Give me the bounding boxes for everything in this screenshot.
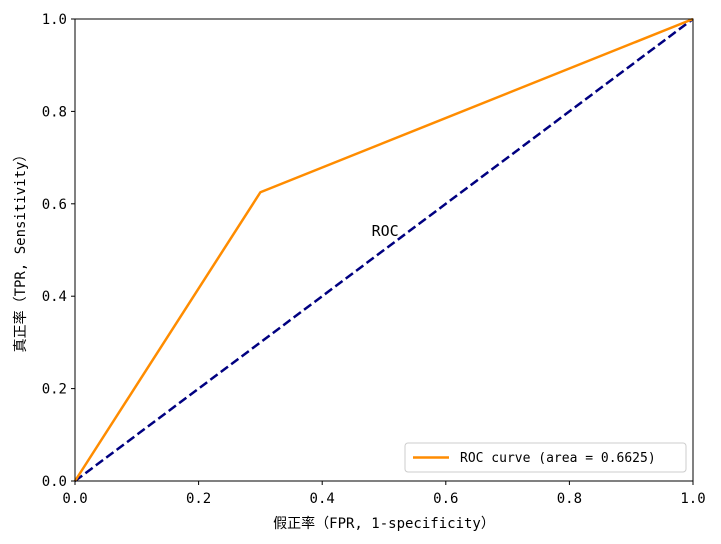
y-tick-label: 1.0: [42, 12, 67, 28]
y-tick-label: 0.6: [42, 197, 67, 213]
x-axis: 0.0 0.2 0.4 0.6 0.8 1.0: [62, 481, 706, 507]
y-tick-label: 0.8: [42, 104, 67, 120]
y-axis: 0.0 0.2 0.4 0.6 0.8 1.0: [42, 12, 75, 490]
legend-entry-roc: ROC curve (area = 0.6625): [460, 451, 656, 466]
y-axis-label: 真正率（TPR, Sensitivity）: [12, 148, 29, 353]
x-tick-label: 0.2: [186, 491, 211, 507]
chance-diagonal-line: [74, 17, 694, 483]
x-tick-label: 0.4: [310, 491, 335, 507]
legend: ROC curve (area = 0.6625): [404, 442, 687, 473]
x-tick-label: 0.8: [557, 491, 582, 507]
x-axis-label: 假正率（FPR, 1-specificity）: [273, 515, 495, 532]
annotation-layer: ROC: [372, 222, 399, 240]
series-layer: [73, 17, 694, 483]
y-tick-label: 0.0: [42, 474, 67, 490]
legend-box: [404, 442, 687, 473]
y-tick-label: 0.4: [42, 289, 67, 305]
x-tick-label: 0.6: [433, 491, 458, 507]
roc-curve-line: [73, 17, 694, 482]
x-tick-label: 0.0: [62, 491, 87, 507]
y-tick-label: 0.2: [42, 382, 67, 398]
x-tick-label: 1.0: [680, 491, 705, 507]
plot-frame: [74, 18, 694, 482]
roc-annotation: ROC: [372, 222, 399, 240]
